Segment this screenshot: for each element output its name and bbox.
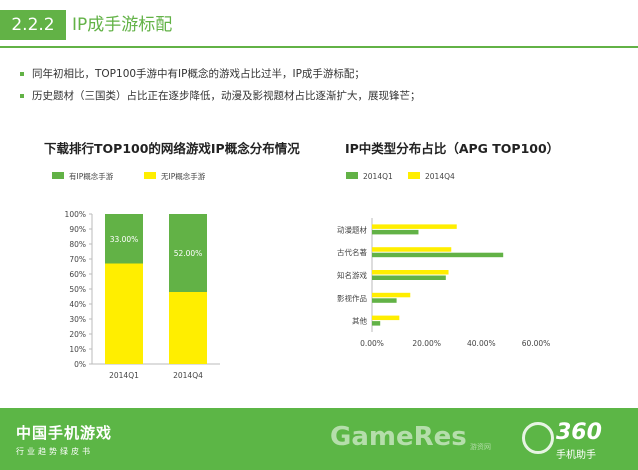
header-divider: [0, 46, 638, 48]
footer: 中国手机游戏 行业趋势绿皮书 GameRes 游资网 360 手机助手: [0, 408, 638, 470]
y-tick-label: 古代名著: [337, 247, 367, 257]
360-ball-icon: [522, 422, 554, 454]
footer-subtitle: 行业趋势绿皮书: [16, 447, 93, 456]
x-tick-label: 60.00%: [522, 339, 551, 348]
bar: [372, 298, 397, 303]
bar: [372, 315, 400, 321]
y-tick-label: 影视作品: [337, 293, 367, 303]
legend-label: 2014Q4: [425, 172, 455, 181]
x-tick-label: 40.00%: [467, 339, 496, 348]
legend-swatch: [144, 172, 156, 179]
bullet-item: 同年初相比，TOP100手游中有IP概念的游戏占比过半，IP成手游标配；: [20, 66, 620, 82]
header: 2.2.2 IP成手游标配: [0, 0, 638, 50]
y-tick-label: 其他: [352, 316, 367, 326]
legend-label: 2014Q1: [363, 172, 393, 181]
x-tick-label: 0.00%: [360, 339, 384, 348]
360-logo: 360: [556, 420, 602, 445]
bar: [372, 229, 419, 235]
bullet-item: 历史题材（三国类）占比正在逐步降低，动漫及影视题材占比逐渐扩大，展现锋芒；: [20, 88, 620, 104]
bar-segment: [169, 214, 207, 292]
legend-swatch: [346, 172, 358, 179]
legend-label: 无IP概念手游: [161, 171, 206, 181]
x-tick-label: 2014Q1: [109, 371, 139, 380]
section-title: IP成手游标配: [72, 15, 173, 35]
gameres-watermark-sub: 游资网: [470, 443, 491, 451]
y-tick-label: 知名游戏: [337, 270, 367, 280]
y-tick-label: 70%: [69, 255, 86, 264]
gameres-watermark: GameRes: [330, 422, 467, 452]
legend-label: 有IP概念手游: [69, 171, 114, 181]
chart2-title: IP中类型分布占比（APG TOP100）: [345, 141, 560, 156]
bullet-text: 同年初相比，TOP100手游中有IP概念的游戏占比过半，IP成手游标配；: [32, 68, 365, 80]
bar-segment: [105, 214, 143, 264]
legend-swatch: [52, 172, 64, 179]
bar: [372, 292, 411, 298]
legend-swatch: [408, 172, 420, 179]
bullet-dot: [20, 72, 24, 76]
data-label: 52.00%: [174, 249, 203, 258]
y-tick-label: 100%: [65, 210, 86, 219]
y-tick-label: 50%: [69, 285, 86, 294]
y-tick-label: 10%: [69, 345, 86, 354]
section-number: 2.2.2: [0, 10, 66, 40]
x-tick-label: 2014Q4: [173, 371, 203, 380]
bullet-text: 历史题材（三国类）占比正在逐步降低，动漫及影视题材占比逐渐扩大，展现锋芒；: [32, 90, 421, 102]
y-tick-label: 80%: [69, 240, 86, 249]
data-label: 33.00%: [110, 235, 139, 244]
footer-title: 中国手机游戏: [16, 424, 113, 442]
y-tick-label: 30%: [69, 315, 86, 324]
y-tick-label: 60%: [69, 270, 86, 279]
bar-segment: [105, 263, 143, 364]
chart1-ip-distribution: 有IP概念手游 无IP概念手游 0% 10% 20% 30% 40% 50% 60% 70% 80%…: [52, 171, 220, 380]
x-tick-label: 20.00%: [412, 339, 441, 348]
bullet-list: 同年初相比，TOP100手游中有IP概念的游戏占比过半，IP成手游标配； 历史题…: [20, 66, 620, 110]
chart2-ip-type: 2014Q1 2014Q4 0.00% 20.00% 40.00% 60.00% 动漫题材古…: [337, 172, 551, 348]
y-tick-label: 40%: [69, 300, 86, 309]
y-tick-label: 0%: [74, 360, 86, 369]
y-tick-label: 90%: [69, 225, 86, 234]
chart1-title: 下载排行TOP100的网络游戏IP概念分布情况: [44, 141, 300, 156]
bar: [372, 270, 449, 275]
bar: [372, 321, 381, 326]
bar: [372, 275, 446, 280]
bar-segment: [169, 292, 207, 364]
y-tick-label: 动漫题材: [337, 224, 367, 234]
bar: [372, 252, 504, 258]
360-logo-sub: 手机助手: [556, 450, 596, 461]
bar: [372, 224, 457, 229]
bullet-dot: [20, 94, 24, 98]
y-tick-label: 20%: [69, 330, 86, 339]
bar: [372, 247, 452, 252]
